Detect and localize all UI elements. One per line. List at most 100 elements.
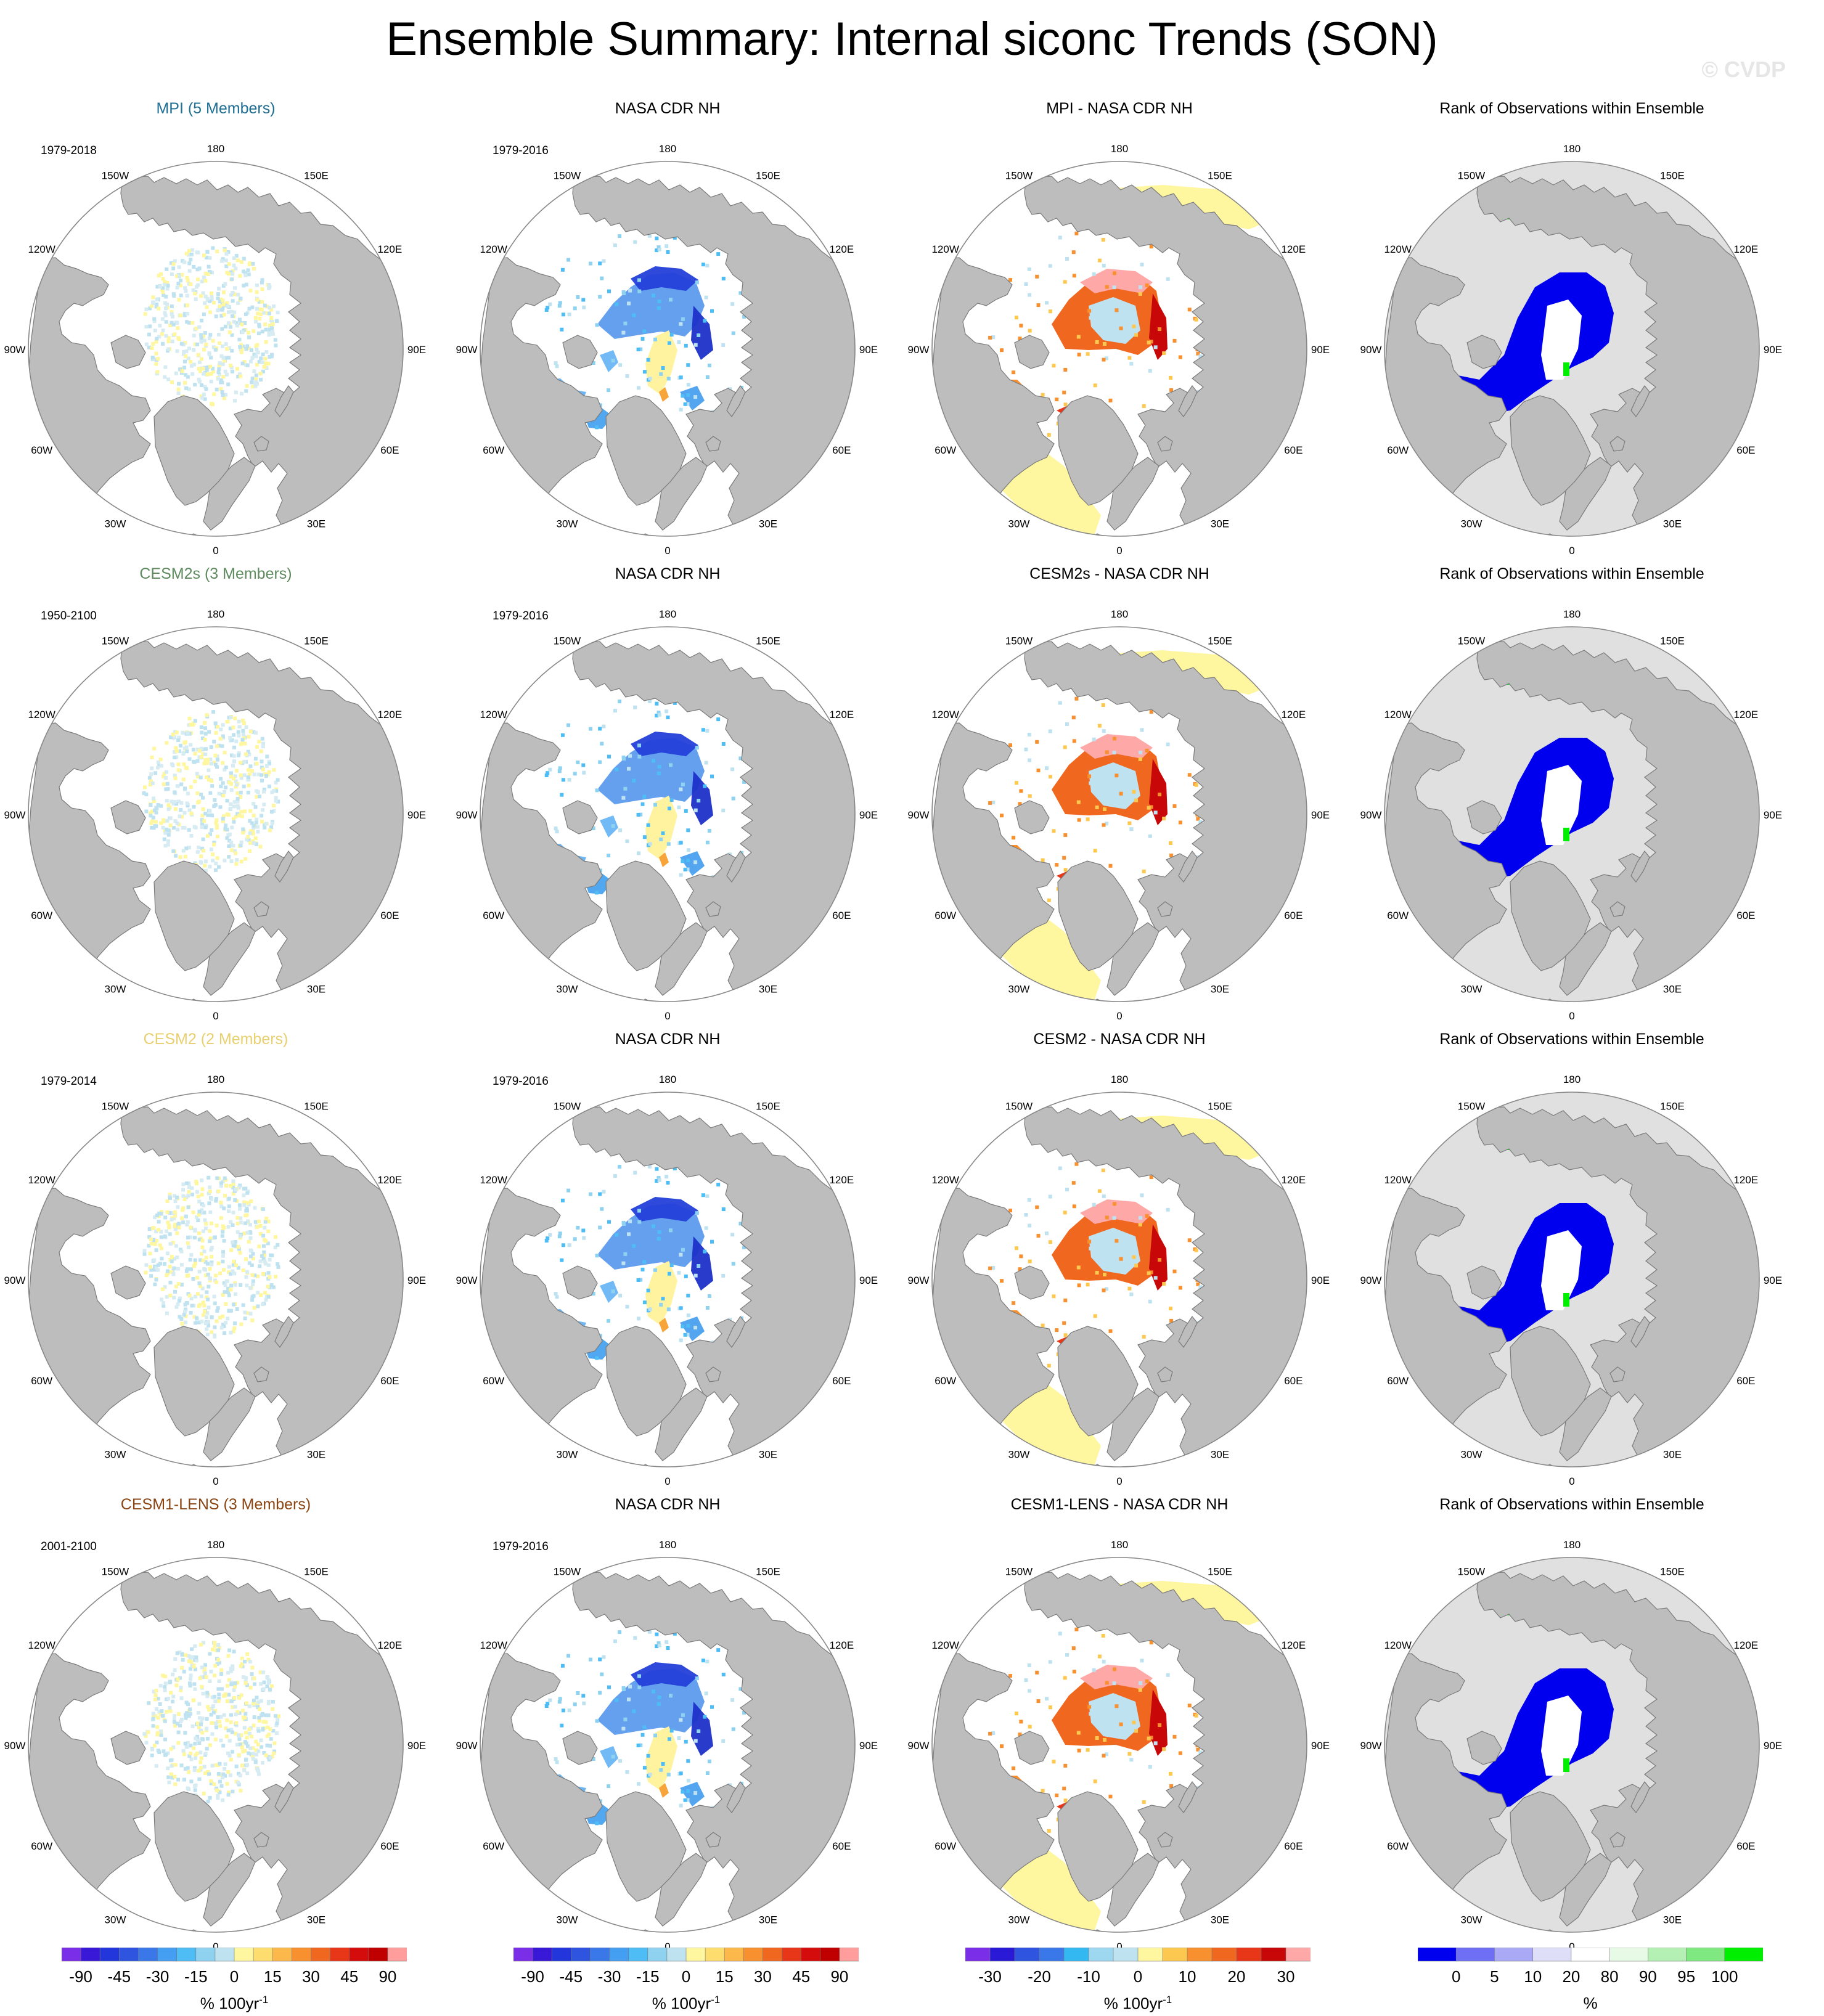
grid-cell	[666, 1773, 671, 1777]
grid-cell	[582, 1701, 586, 1705]
grid-cell	[628, 754, 632, 758]
land-mass	[1024, 176, 1307, 529]
grid-cell	[636, 348, 640, 351]
grid-cell	[191, 722, 195, 727]
grid-cell	[180, 369, 184, 373]
grid-cell	[246, 790, 250, 794]
grid-cell	[582, 770, 586, 775]
colorbar-tick-label: 95	[1677, 1967, 1695, 1986]
grid-cell	[731, 1262, 735, 1266]
grid-cell	[1024, 1213, 1028, 1217]
grid-cell	[1058, 1166, 1062, 1170]
grid-cell	[653, 337, 657, 341]
grid-cell	[1101, 1634, 1105, 1638]
grid-cell	[259, 356, 263, 361]
grid-cell	[1041, 858, 1045, 862]
land-mass	[153, 860, 235, 971]
grid-cell	[201, 367, 205, 370]
grid-cell	[189, 258, 193, 262]
grid-cell	[1058, 701, 1062, 705]
longitude-label: 90E	[1764, 809, 1782, 821]
longitude-label: 30E	[307, 1448, 325, 1460]
grid-cell	[229, 1682, 234, 1686]
grid-cell	[225, 1718, 229, 1723]
grid-cell	[211, 852, 215, 857]
grid-cell	[560, 733, 565, 737]
grid-cell	[236, 293, 240, 297]
grid-cell	[200, 396, 205, 400]
grid-cell	[242, 329, 246, 332]
grid-cell	[268, 828, 272, 833]
grid-cell	[174, 755, 179, 759]
grid-cell	[229, 848, 234, 852]
grid-cell	[207, 1305, 211, 1310]
grid-cell	[657, 1696, 661, 1700]
grid-cell	[176, 391, 181, 396]
grid-cell	[213, 1737, 218, 1742]
grid-cell	[1019, 1254, 1023, 1259]
longitude-label: 60E	[832, 444, 851, 456]
grid-cell	[227, 780, 232, 785]
grid-cell	[155, 370, 160, 374]
grid-cell	[208, 1679, 212, 1683]
grid-cell	[1036, 1234, 1041, 1238]
grid-cell	[673, 1631, 677, 1636]
grid-cell	[188, 1707, 192, 1712]
grid-cell	[1127, 1286, 1132, 1291]
grid-cell	[172, 826, 176, 830]
grid-cell	[200, 1716, 205, 1721]
grid-cell	[252, 1715, 256, 1720]
grid-cell	[686, 1779, 690, 1783]
longitude-label: 120W	[480, 1639, 507, 1651]
grid-cell	[180, 815, 184, 819]
grid-cell	[195, 267, 200, 272]
grid-cell	[621, 755, 626, 759]
grid-cell	[637, 289, 642, 293]
grid-cell	[203, 1309, 207, 1313]
grid-cell	[1102, 1753, 1106, 1758]
grid-cell	[209, 1781, 213, 1785]
grid-cell	[1047, 433, 1051, 437]
grid-cell	[1169, 1318, 1174, 1323]
longitude-label: 0	[213, 1941, 218, 1951]
grid-cell	[154, 1707, 158, 1711]
grid-cell	[219, 785, 223, 788]
grid-cell	[1187, 308, 1192, 312]
grid-cell	[253, 805, 258, 809]
grid-cell	[607, 1784, 611, 1789]
grid-cell	[226, 1225, 231, 1229]
grid-cell	[591, 826, 595, 830]
grid-cell	[267, 761, 271, 765]
grid-cell	[176, 1302, 180, 1307]
grid-cell	[573, 772, 577, 776]
grid-cell	[216, 1658, 221, 1662]
grid-cell	[642, 794, 647, 799]
colorbar-swatch	[1455, 1948, 1495, 1962]
grid-cell	[226, 1671, 231, 1675]
grid-cell	[193, 1262, 197, 1266]
grid-cell	[150, 756, 154, 759]
grid-cell	[232, 745, 236, 749]
grid-cell	[200, 383, 203, 387]
grid-cell	[151, 295, 155, 300]
longitude-label: 120E	[829, 1639, 854, 1651]
grid-cell	[271, 1700, 275, 1704]
grid-cell	[201, 1691, 205, 1696]
grid-cell	[227, 356, 231, 360]
grid-cell	[235, 797, 240, 801]
grid-cell	[1045, 766, 1049, 770]
grid-cell	[154, 824, 158, 828]
grid-cell	[221, 1314, 225, 1318]
map-panel-obs: NASA CDR NH 1979-2016 180 150E 120E 90E 60E 30E…	[452, 99, 883, 555]
grid-cell	[245, 1270, 249, 1274]
longitude-label: 60W	[934, 910, 956, 921]
grid-cell	[177, 1299, 181, 1303]
colorbar-graphic: 0 5 10 20 80 90 95 100	[1418, 1948, 1763, 1986]
grid-cell	[227, 1196, 231, 1201]
grid-cell	[716, 1183, 721, 1187]
grid-cell	[1132, 1255, 1136, 1259]
grid-cell	[149, 1265, 152, 1269]
grid-cell	[202, 1641, 205, 1645]
grid-cell	[228, 1773, 232, 1777]
